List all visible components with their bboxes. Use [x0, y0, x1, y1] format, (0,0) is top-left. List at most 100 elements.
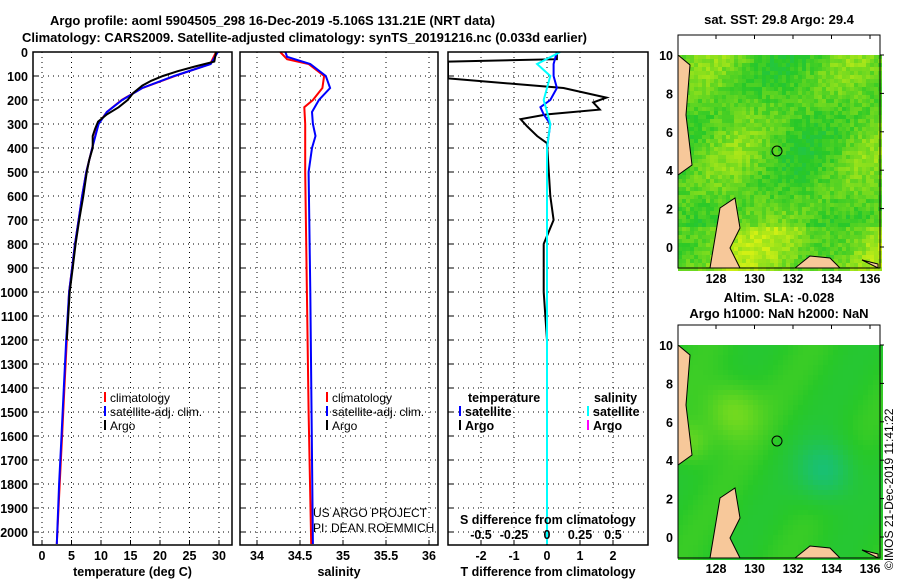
map-cell [698, 445, 703, 450]
map-cell [773, 490, 778, 495]
map-cell [768, 345, 773, 350]
map-cell [868, 370, 873, 375]
map-cell [754, 91, 758, 95]
map-cell [806, 211, 810, 215]
map-cell [762, 159, 766, 163]
map-cell [686, 103, 690, 107]
map-cell [743, 535, 748, 540]
map-cell [826, 171, 830, 175]
map-cell [790, 123, 794, 127]
map-cell [722, 95, 726, 99]
map-cell [698, 163, 702, 167]
map-cell [808, 490, 813, 495]
map-cell [750, 71, 754, 75]
map-cell [862, 207, 866, 211]
map-cell [690, 187, 694, 191]
map-cell [773, 375, 778, 380]
map-cell [822, 147, 826, 151]
map-cell [766, 207, 770, 211]
map-cell [742, 251, 746, 255]
map-cell [750, 163, 754, 167]
map-cell [794, 259, 798, 263]
map-cell [758, 139, 762, 143]
map-cell [830, 235, 834, 239]
map-cell [710, 135, 714, 139]
map-cell [774, 199, 778, 203]
map-cell [703, 515, 708, 520]
map-cell [834, 191, 838, 195]
map-cell [778, 115, 782, 119]
map-cell [678, 195, 682, 199]
map-cell [710, 267, 714, 271]
map-cell [790, 159, 794, 163]
map-cell [686, 207, 690, 211]
map-cell [748, 405, 753, 410]
map-cell [746, 163, 750, 167]
map-cell [843, 540, 848, 545]
map-cell [688, 475, 693, 480]
map-cell [746, 147, 750, 151]
map-cell [794, 203, 798, 207]
map-cell [828, 445, 833, 450]
map-cell [833, 390, 838, 395]
map-cell [858, 91, 862, 95]
map-cell [808, 410, 813, 415]
map-cell [842, 79, 846, 83]
map-cell [874, 191, 878, 195]
map-cell [728, 425, 733, 430]
map-cell [808, 445, 813, 450]
map-cell [703, 415, 708, 420]
map-cell [690, 139, 694, 143]
map-cell [786, 123, 790, 127]
map-cell [758, 520, 763, 525]
map-cell [834, 55, 838, 59]
map-cell [703, 370, 708, 375]
map-cell [726, 71, 730, 75]
map-cell [810, 131, 814, 135]
map-cell [858, 510, 863, 515]
map-cell [806, 267, 810, 271]
map-cell [754, 147, 758, 151]
map-cell [706, 127, 710, 131]
map-cell [823, 405, 828, 410]
map-cell [738, 83, 742, 87]
map-cell [822, 239, 826, 243]
map-cell [778, 243, 782, 247]
map-cell [808, 365, 813, 370]
map-cell [830, 103, 834, 107]
map-cell [770, 71, 774, 75]
map-cell [786, 139, 790, 143]
map-cell [803, 390, 808, 395]
map-cell [806, 167, 810, 171]
map-cell [763, 550, 768, 555]
map-cell [783, 390, 788, 395]
map-cell [808, 495, 813, 500]
map-cell [778, 155, 782, 159]
map-cell [690, 83, 694, 87]
map-cell [870, 143, 874, 147]
map-cell [770, 179, 774, 183]
map-cell [838, 460, 843, 465]
map-cell [706, 235, 710, 239]
map-cell [854, 91, 858, 95]
map-cell [746, 119, 750, 123]
map-cell [814, 71, 818, 75]
map-cell [858, 365, 863, 370]
map-cell [734, 171, 738, 175]
map-cell [734, 147, 738, 151]
map-cell [758, 75, 762, 79]
map-cell [778, 59, 782, 63]
map-cell [850, 123, 854, 127]
map-cell [854, 71, 858, 75]
map-cell [826, 179, 830, 183]
map-cell [758, 203, 762, 207]
map-cell [823, 425, 828, 430]
map-cell [702, 91, 706, 95]
map-cell [678, 247, 682, 251]
map-cell [814, 95, 818, 99]
map-cell [693, 410, 698, 415]
map-cell [858, 515, 863, 520]
map-cell [738, 520, 743, 525]
map-cell [778, 465, 783, 470]
map-cell [854, 207, 858, 211]
